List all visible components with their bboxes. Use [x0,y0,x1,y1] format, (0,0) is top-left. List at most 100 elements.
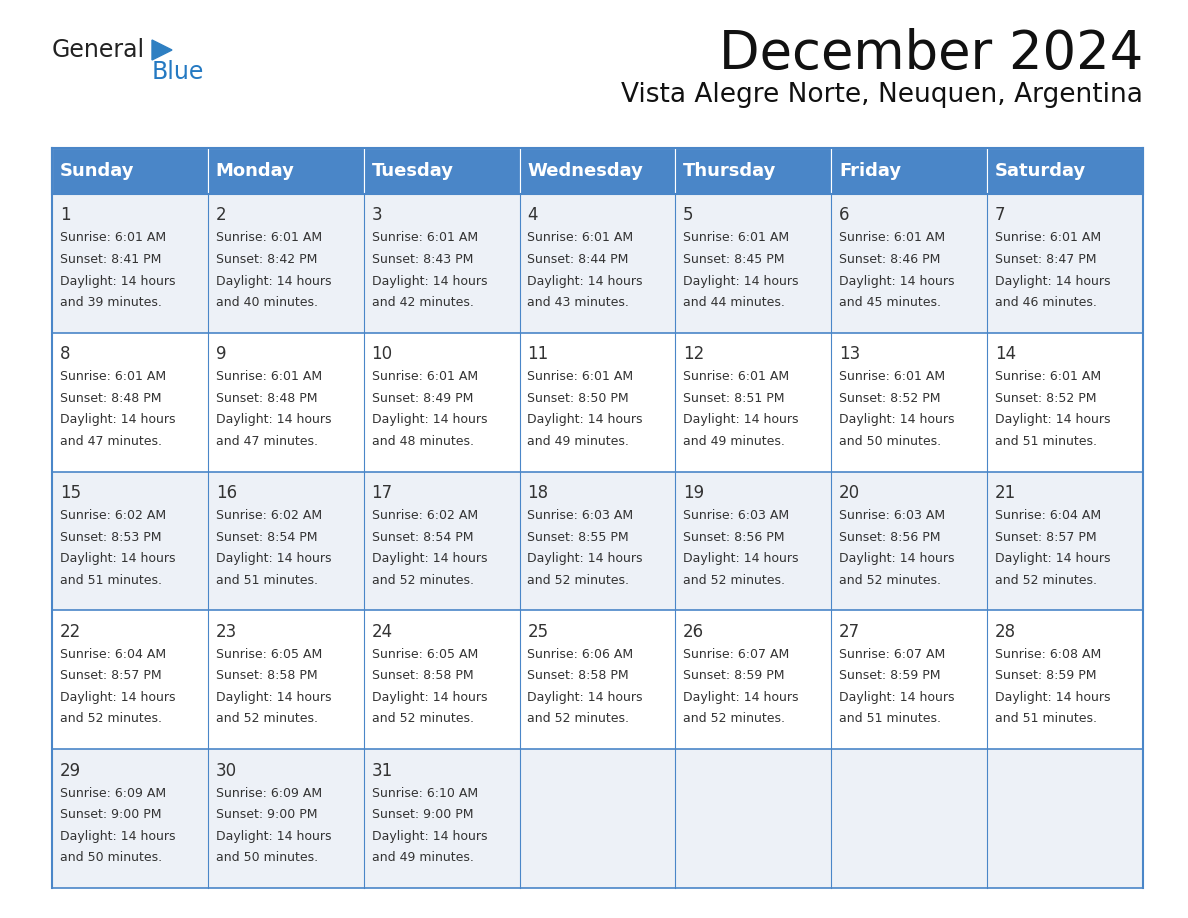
Text: Daylight: 14 hours: Daylight: 14 hours [216,552,331,565]
Text: Sunset: 8:49 PM: Sunset: 8:49 PM [372,392,473,405]
Text: Sunset: 8:42 PM: Sunset: 8:42 PM [216,253,317,266]
Text: and 49 minutes.: and 49 minutes. [372,851,473,864]
Text: Daylight: 14 hours: Daylight: 14 hours [994,552,1111,565]
Text: and 52 minutes.: and 52 minutes. [683,574,785,587]
Text: Daylight: 14 hours: Daylight: 14 hours [683,552,798,565]
Bar [208,148,364,194]
Text: and 43 minutes.: and 43 minutes. [527,296,630,309]
Text: Sunset: 9:00 PM: Sunset: 9:00 PM [372,808,473,822]
Text: and 49 minutes.: and 49 minutes. [527,435,630,448]
Text: 31: 31 [372,762,393,779]
Text: Sunrise: 6:09 AM: Sunrise: 6:09 AM [59,787,166,800]
Text: 7: 7 [994,207,1005,225]
Text: 27: 27 [839,623,860,641]
Text: Sunset: 8:58 PM: Sunset: 8:58 PM [527,669,628,682]
Text: 30: 30 [216,762,236,779]
Text: and 39 minutes.: and 39 minutes. [59,296,162,309]
Text: 21: 21 [994,484,1016,502]
Text: Daylight: 14 hours: Daylight: 14 hours [59,830,176,843]
Text: 15: 15 [59,484,81,502]
Text: Sunday: Sunday [59,162,134,180]
Text: Daylight: 14 hours: Daylight: 14 hours [527,274,643,287]
Text: 20: 20 [839,484,860,502]
Text: and 51 minutes.: and 51 minutes. [994,712,1097,725]
Text: Daylight: 14 hours: Daylight: 14 hours [372,691,487,704]
Text: 6: 6 [839,207,849,225]
Text: Sunset: 8:54 PM: Sunset: 8:54 PM [216,531,317,543]
Text: and 52 minutes.: and 52 minutes. [994,574,1097,587]
Bar [987,148,1143,194]
Text: Sunrise: 6:06 AM: Sunrise: 6:06 AM [527,648,633,661]
Text: Daylight: 14 hours: Daylight: 14 hours [839,274,955,287]
Text: Sunrise: 6:01 AM: Sunrise: 6:01 AM [372,231,478,244]
Text: Sunset: 8:58 PM: Sunset: 8:58 PM [216,669,317,682]
Text: 23: 23 [216,623,236,641]
Text: and 40 minutes.: and 40 minutes. [216,296,317,309]
Text: Sunset: 8:43 PM: Sunset: 8:43 PM [372,253,473,266]
Bar [52,749,1143,888]
Text: Sunset: 8:59 PM: Sunset: 8:59 PM [994,669,1097,682]
Text: Sunset: 8:51 PM: Sunset: 8:51 PM [683,392,785,405]
Text: and 50 minutes.: and 50 minutes. [839,435,941,448]
Text: Thursday: Thursday [683,162,777,180]
Text: Daylight: 14 hours: Daylight: 14 hours [994,274,1111,287]
Text: 18: 18 [527,484,549,502]
Text: Daylight: 14 hours: Daylight: 14 hours [683,413,798,426]
Text: Daylight: 14 hours: Daylight: 14 hours [839,413,955,426]
Text: Sunrise: 6:01 AM: Sunrise: 6:01 AM [59,231,166,244]
Text: 14: 14 [994,345,1016,364]
Text: Sunset: 8:47 PM: Sunset: 8:47 PM [994,253,1097,266]
Text: 2: 2 [216,207,226,225]
Text: Vista Alegre Norte, Neuquen, Argentina: Vista Alegre Norte, Neuquen, Argentina [621,82,1143,108]
Text: Sunrise: 6:01 AM: Sunrise: 6:01 AM [994,370,1101,384]
Text: and 49 minutes.: and 49 minutes. [683,435,785,448]
Text: Daylight: 14 hours: Daylight: 14 hours [59,691,176,704]
Text: 10: 10 [372,345,392,364]
Text: Sunrise: 6:01 AM: Sunrise: 6:01 AM [216,231,322,244]
Text: Sunrise: 6:09 AM: Sunrise: 6:09 AM [216,787,322,800]
Text: Tuesday: Tuesday [372,162,454,180]
Text: Sunrise: 6:05 AM: Sunrise: 6:05 AM [216,648,322,661]
Text: Sunset: 8:45 PM: Sunset: 8:45 PM [683,253,785,266]
Text: Sunrise: 6:01 AM: Sunrise: 6:01 AM [683,231,789,244]
Bar [52,472,1143,610]
Text: Sunset: 8:41 PM: Sunset: 8:41 PM [59,253,162,266]
Text: Sunset: 8:54 PM: Sunset: 8:54 PM [372,531,473,543]
Text: Sunset: 8:52 PM: Sunset: 8:52 PM [994,392,1097,405]
Text: Sunrise: 6:05 AM: Sunrise: 6:05 AM [372,648,478,661]
Text: 22: 22 [59,623,81,641]
Text: Daylight: 14 hours: Daylight: 14 hours [372,274,487,287]
Text: and 51 minutes.: and 51 minutes. [59,574,162,587]
Text: Sunrise: 6:01 AM: Sunrise: 6:01 AM [216,370,322,384]
Text: 9: 9 [216,345,226,364]
Text: Sunrise: 6:04 AM: Sunrise: 6:04 AM [994,509,1101,522]
Text: Daylight: 14 hours: Daylight: 14 hours [372,413,487,426]
Text: Sunrise: 6:01 AM: Sunrise: 6:01 AM [527,370,633,384]
Text: and 42 minutes.: and 42 minutes. [372,296,473,309]
Text: Wednesday: Wednesday [527,162,643,180]
Text: Daylight: 14 hours: Daylight: 14 hours [683,691,798,704]
Text: Daylight: 14 hours: Daylight: 14 hours [527,691,643,704]
Text: Sunset: 8:53 PM: Sunset: 8:53 PM [59,531,162,543]
Text: Sunset: 8:59 PM: Sunset: 8:59 PM [839,669,941,682]
Text: Daylight: 14 hours: Daylight: 14 hours [994,413,1111,426]
Text: 28: 28 [994,623,1016,641]
Text: Saturday: Saturday [994,162,1086,180]
Text: Sunrise: 6:01 AM: Sunrise: 6:01 AM [839,231,946,244]
Text: Sunrise: 6:01 AM: Sunrise: 6:01 AM [994,231,1101,244]
Text: Sunset: 8:57 PM: Sunset: 8:57 PM [59,669,162,682]
Text: Sunset: 8:59 PM: Sunset: 8:59 PM [683,669,785,682]
Text: Sunrise: 6:03 AM: Sunrise: 6:03 AM [839,509,946,522]
Text: Sunrise: 6:08 AM: Sunrise: 6:08 AM [994,648,1101,661]
Text: Sunset: 8:58 PM: Sunset: 8:58 PM [372,669,473,682]
Text: Sunrise: 6:02 AM: Sunrise: 6:02 AM [372,509,478,522]
Text: Sunrise: 6:07 AM: Sunrise: 6:07 AM [683,648,790,661]
Text: Sunrise: 6:01 AM: Sunrise: 6:01 AM [527,231,633,244]
Bar [52,148,208,194]
Text: and 51 minutes.: and 51 minutes. [839,712,941,725]
Text: 8: 8 [59,345,70,364]
Text: and 52 minutes.: and 52 minutes. [372,574,474,587]
Text: Sunset: 8:50 PM: Sunset: 8:50 PM [527,392,628,405]
Text: 17: 17 [372,484,392,502]
Text: Sunrise: 6:01 AM: Sunrise: 6:01 AM [839,370,946,384]
